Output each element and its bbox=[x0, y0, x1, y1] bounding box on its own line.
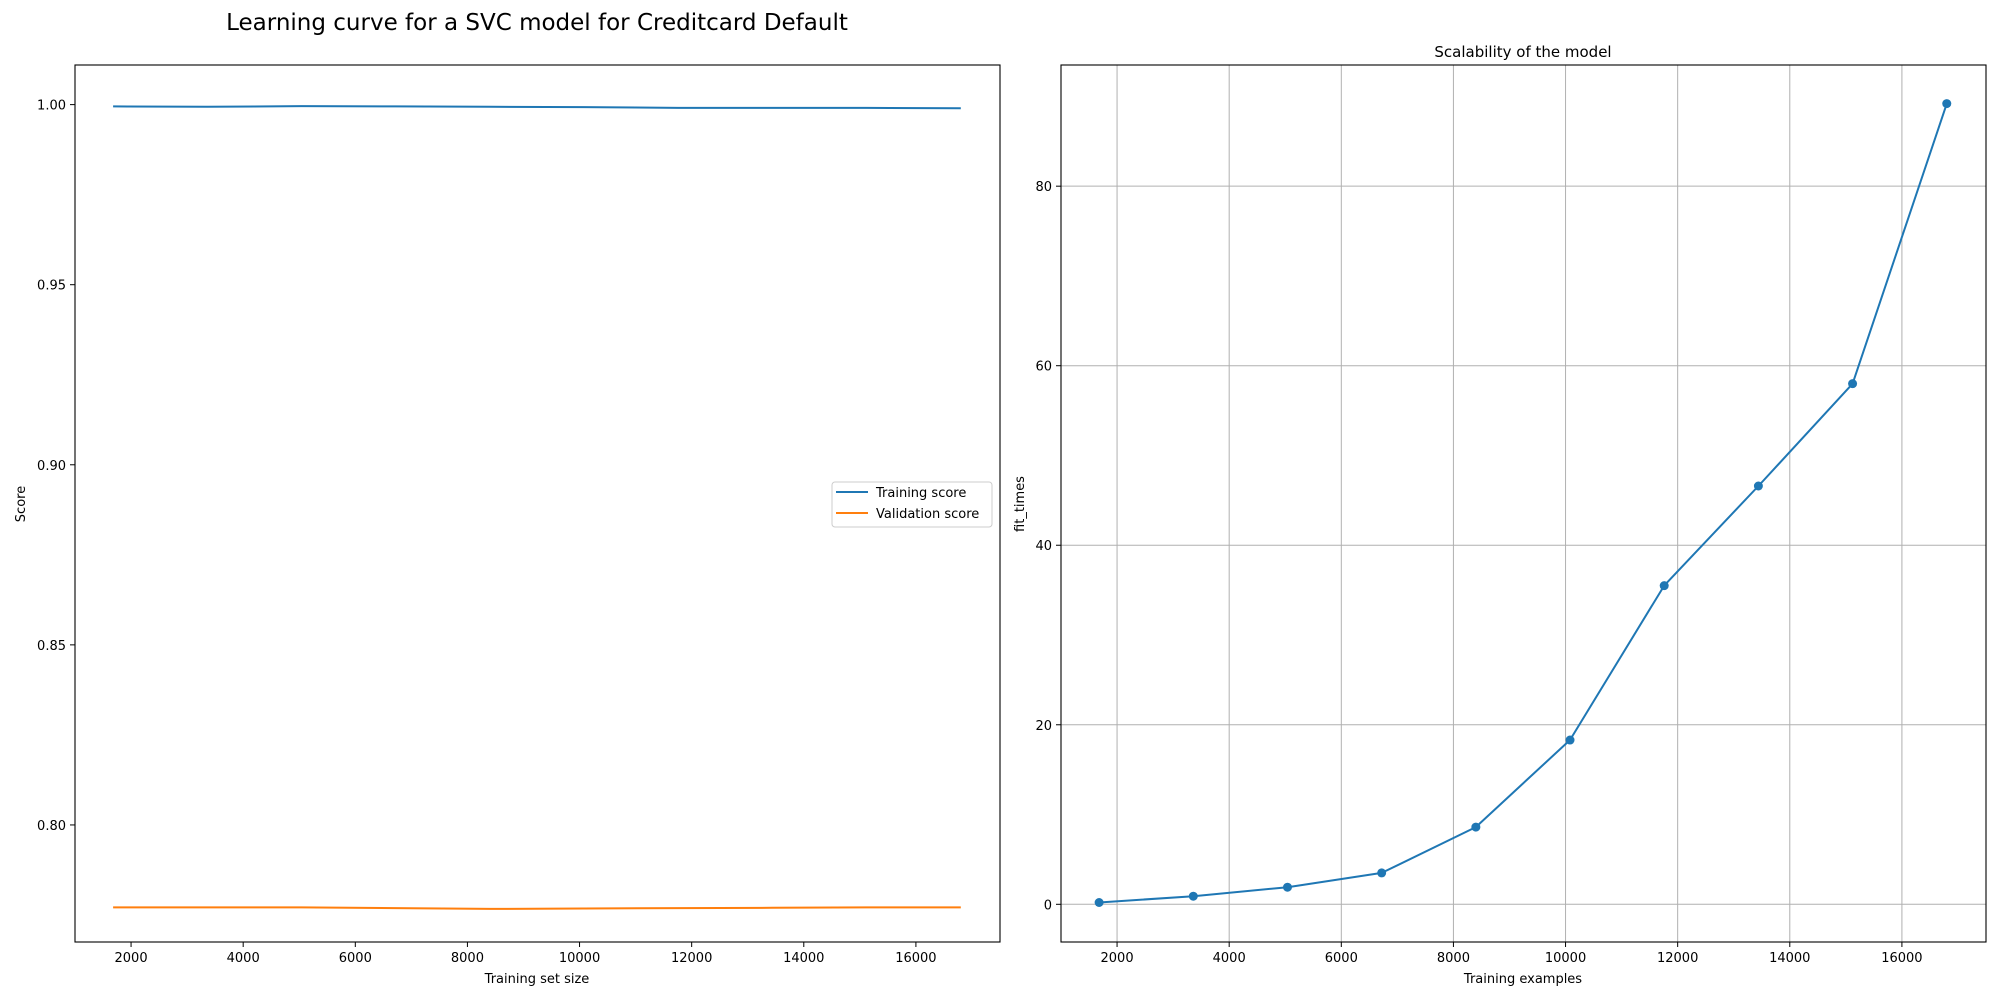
legend-box bbox=[831, 481, 993, 528]
chart0-ylabel: Score bbox=[14, 486, 29, 522]
chart1-series-0-line bbox=[1099, 103, 1948, 904]
chart1-series-0-point-8 bbox=[1848, 379, 1858, 389]
chart0-ytick-label-3: 0.95 bbox=[37, 279, 66, 294]
figure-suptitle: Learning curve for a SVC model for Credi… bbox=[226, 10, 848, 36]
chart1-series-0-point-6 bbox=[1659, 581, 1669, 591]
chart0-ytick-label-2: 0.90 bbox=[37, 459, 66, 474]
chart1-ytick-label-3: 60 bbox=[1035, 360, 1052, 375]
legend-validation-label: Validation score bbox=[876, 507, 979, 522]
chart0-series-1-line bbox=[113, 906, 961, 910]
chart1-xtick-label-3: 8000 bbox=[1437, 951, 1470, 966]
chart0-xlabel: Training set size bbox=[484, 972, 590, 987]
chart0-xtick-label-2: 6000 bbox=[339, 951, 372, 966]
chart1-xtick-label-5: 12000 bbox=[1657, 951, 1698, 966]
chart0-xtick-label-1: 4000 bbox=[227, 951, 260, 966]
learning-curve-chart: Training set size Score 2000 4000 6000 8000… bbox=[14, 64, 1001, 987]
chart0-xtick-label-6: 14000 bbox=[783, 951, 824, 966]
chart1-ytick-label-0: 0 bbox=[1044, 898, 1052, 913]
chart0-xtick-label-7: 16000 bbox=[895, 951, 936, 966]
chart1-series-0-point-1 bbox=[1188, 891, 1198, 901]
chart1-xtick-label-7: 16000 bbox=[1881, 951, 1922, 966]
chart1-series-0-point-9 bbox=[1942, 99, 1952, 109]
scalability-chart: Scalability of the model Training exampl… bbox=[1013, 43, 1987, 987]
chart1-series-0-point-2 bbox=[1282, 882, 1292, 892]
chart0-xtick-label-5: 12000 bbox=[671, 951, 712, 966]
chart1-ytick-label-4: 80 bbox=[1035, 180, 1052, 195]
chart1-xtick-label-6: 14000 bbox=[1769, 951, 1810, 966]
chart1-ytick-label-2: 40 bbox=[1035, 539, 1052, 554]
chart0-series-0-line bbox=[113, 105, 961, 110]
chart1-series-0-point-3 bbox=[1377, 868, 1387, 878]
chart1-title: Scalability of the model bbox=[1434, 43, 1611, 61]
chart0-ytick-label-0: 0.80 bbox=[37, 819, 66, 834]
legend-training-label: Training score bbox=[875, 486, 966, 501]
chart0-xtick-label-3: 8000 bbox=[451, 951, 484, 966]
chart1-ytick-label-1: 20 bbox=[1035, 719, 1052, 734]
chart1-xtick-label-1: 4000 bbox=[1213, 951, 1246, 966]
chart1-series-0-point-5 bbox=[1565, 735, 1575, 745]
chart1-xlabel: Training examples bbox=[1463, 972, 1582, 987]
chart1-xtick-label-4: 10000 bbox=[1545, 951, 1586, 966]
chart1-series-0-point-4 bbox=[1471, 822, 1481, 832]
chart1-series-0-point-7 bbox=[1753, 481, 1763, 491]
chart0-xtick-label-0: 2000 bbox=[115, 951, 148, 966]
chart0-frame bbox=[74, 64, 1001, 943]
chart0-legend: Training score Validation score bbox=[831, 481, 993, 528]
chart0-ytick-label-1: 0.85 bbox=[37, 639, 66, 654]
chart0-xtick-label-4: 10000 bbox=[559, 951, 600, 966]
chart1-xtick-label-0: 2000 bbox=[1101, 951, 1134, 966]
chart1-ylabel: fit_times bbox=[1013, 476, 1028, 532]
chart1-series-0-point-0 bbox=[1094, 898, 1104, 908]
chart1-frame bbox=[1060, 64, 1987, 943]
chart1-xtick-label-2: 6000 bbox=[1325, 951, 1358, 966]
chart0-ytick-label-4: 1.00 bbox=[37, 99, 66, 114]
